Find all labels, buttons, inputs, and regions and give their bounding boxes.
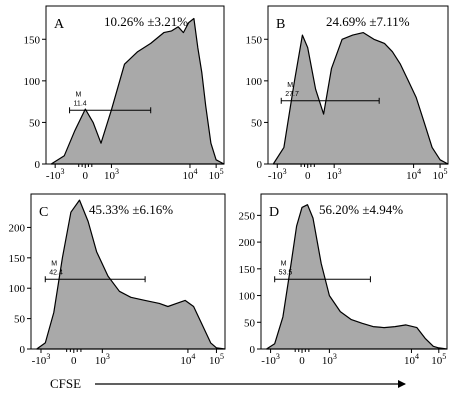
x-tick-label: 103 [327, 167, 342, 182]
gate-value: 27.7 [285, 91, 299, 98]
gate-label: M [287, 82, 293, 89]
x-tick-label: -103 [268, 167, 287, 182]
gate-label: M [51, 260, 57, 267]
histogram-area [50, 17, 225, 165]
y-tick-label: 100 [24, 76, 41, 88]
y-tick-label: 150 [246, 34, 263, 46]
percentage-annotation: 10.26% ±3.21% [104, 14, 188, 29]
y-tick-label: 200 [9, 222, 26, 234]
x-tick-label: 0 [83, 170, 89, 182]
y-tick-label: 100 [246, 76, 263, 88]
gate-value: 11.4 [74, 100, 87, 107]
panel-a: 0 50 100 150 -103 0 103 104 105 M 11.4 A 10.26% ±3.2… [24, 5, 225, 182]
gate-value: 42.4 [49, 269, 63, 276]
x-tick-label: 103 [322, 352, 337, 367]
x-tick-label: 0 [71, 355, 77, 367]
plot-frame [30, 193, 226, 350]
y-tick-label: 250 [239, 210, 256, 222]
panel-letter: C [39, 205, 48, 220]
gate-value: 53.5 [279, 269, 293, 276]
x-tick-label: 0 [299, 355, 305, 367]
x-tick-label: 0 [305, 170, 311, 182]
panels: 0 50 100 150 -103 0 103 104 105 M 11.4 A 10.26% ±3.2… [9, 5, 449, 367]
x-tick-label: -103 [46, 167, 65, 182]
x-tick-label: 105 [431, 352, 446, 367]
x-tick-label: 104 [182, 167, 197, 182]
y-tick-label: 150 [9, 253, 26, 265]
histogram-area [36, 199, 226, 350]
x-tick-label: -103 [261, 352, 280, 367]
percentage-annotation: 45.33% ±6.16% [89, 202, 173, 217]
x-tick-label: 103 [95, 352, 110, 367]
x-tick-label: 105 [433, 167, 448, 182]
y-tick-label: 0 [35, 159, 41, 171]
panel-letter: B [276, 17, 285, 32]
y-tick-label: 150 [24, 34, 41, 46]
panel-b: 0 50 100 150 -103 0 103 104 105 M 27.7 B 24.69% ±7.1… [246, 5, 449, 182]
x-tick-label: 104 [404, 352, 419, 367]
histogram-area [265, 204, 448, 350]
percentage-annotation: 24.69% ±7.11% [326, 14, 410, 29]
panel-letter: A [54, 17, 65, 32]
y-tick-label: 0 [250, 344, 256, 356]
plot-frame [45, 5, 225, 165]
x-tick-label: 105 [209, 167, 224, 182]
y-tick-label: 0 [20, 344, 26, 356]
gate-label: M [76, 91, 82, 98]
y-tick-label: 50 [244, 317, 256, 329]
panel-d: 0 50 100 150 200 250 -103 0 103 104 105 M 53.5 D 56.20… [239, 193, 448, 367]
plot-frame [267, 5, 449, 165]
y-tick-label: 50 [29, 117, 41, 129]
x-tick-label: 105 [209, 352, 224, 367]
x-tick-label: -103 [32, 352, 51, 367]
plot-frame [260, 193, 448, 350]
histogram-area [272, 32, 449, 165]
x-tick-label: 104 [180, 352, 195, 367]
gate-label: M [281, 260, 287, 267]
y-tick-label: 0 [257, 159, 263, 171]
x-tick-label: 103 [104, 167, 119, 182]
y-tick-label: 150 [239, 264, 256, 276]
panel-c: 0 50 100 150 200 -103 0 103 104 105 M 42.4 C 45.33% ±… [9, 193, 226, 367]
x-axis-title: CFSE [50, 376, 81, 391]
panel-letter: D [269, 205, 279, 220]
percentage-annotation: 56.20% ±4.94% [319, 202, 403, 217]
y-tick-label: 50 [251, 117, 263, 129]
y-tick-label: 100 [9, 283, 26, 295]
y-tick-label: 100 [239, 291, 256, 303]
y-tick-label: 50 [14, 314, 26, 326]
x-tick-label: 104 [406, 167, 421, 182]
y-tick-label: 200 [239, 237, 256, 249]
